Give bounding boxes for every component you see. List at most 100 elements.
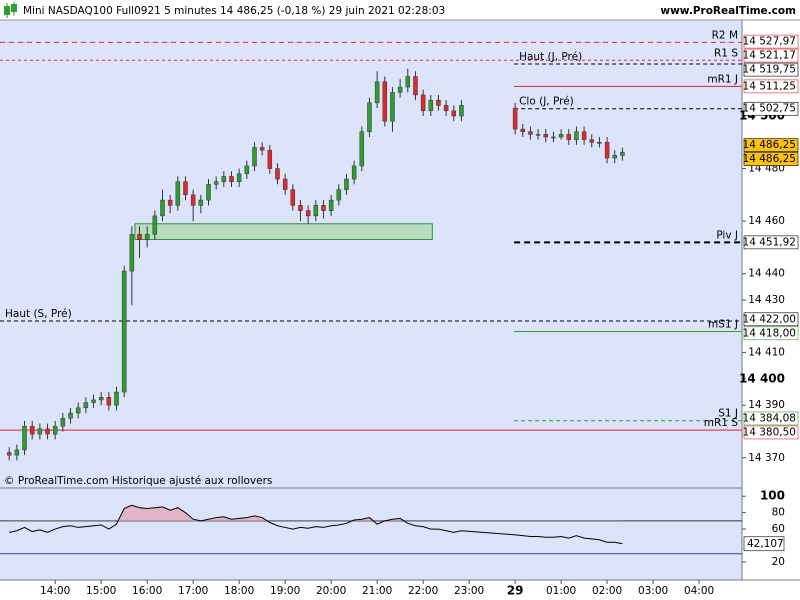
candle-body: [259, 147, 265, 151]
price-badge: 14 384,08: [743, 411, 799, 426]
candle-body: [367, 102, 372, 132]
candle-body: [313, 205, 319, 217]
y-tick-label: 80: [772, 507, 785, 519]
candle-body: [275, 168, 280, 180]
candle-body: [328, 199, 334, 211]
candle-body: [528, 131, 533, 135]
candle-body: [244, 165, 250, 175]
x-tick-label: 22:00: [408, 585, 438, 597]
badge-label: 14 380,50: [743, 426, 796, 438]
candle-body: [167, 199, 173, 206]
x-tick-label: 29: [507, 584, 524, 598]
badge-label: 14 511,25: [743, 80, 796, 92]
candle-body: [60, 418, 66, 427]
candle-body: [137, 234, 142, 240]
candle-body: [37, 428, 43, 435]
candle-body: [190, 194, 196, 206]
badge-label: 14 519,75: [743, 64, 796, 76]
level-name: R1 S: [714, 47, 738, 59]
candle-body: [114, 391, 119, 406]
badge-label: 14 451,92: [743, 236, 796, 248]
candle-body: [397, 86, 403, 93]
candle-body: [459, 105, 464, 117]
y-tick-label: 14 460: [748, 215, 785, 227]
candle-body: [428, 99, 434, 111]
x-tick-label: 03:00: [638, 585, 668, 597]
candle-body: [267, 149, 273, 169]
price-panel: [0, 20, 742, 488]
candle-body: [413, 76, 418, 96]
level-name: Haut (J, Pré): [519, 51, 582, 63]
candle-body: [198, 199, 204, 206]
candle-body: [351, 165, 357, 180]
candle-body: [290, 189, 296, 206]
badge-box: [743, 326, 799, 341]
price-badge: 14 422,00: [743, 312, 799, 327]
x-tick-label: 01:00: [546, 585, 576, 597]
candle-body: [620, 151, 625, 156]
y-tick-label: 14 390: [748, 399, 785, 411]
badge-box: [743, 62, 799, 77]
x-tick-label: 17:00: [178, 585, 208, 597]
x-tick-label: 19:00: [270, 585, 300, 597]
candle-body: [451, 110, 457, 117]
candle-body: [175, 181, 181, 206]
candle-body: [213, 181, 219, 185]
level-name: R2 M: [712, 29, 738, 41]
candle-body: [6, 452, 12, 456]
candle-body: [206, 184, 211, 201]
candle-body: [520, 128, 526, 132]
price-badge: 14 451,92: [743, 235, 799, 250]
rsi-value-label: 42,107: [747, 538, 784, 550]
price-badge: 14 418,00: [743, 326, 799, 341]
candle-body: [543, 134, 549, 138]
candle-body: [359, 131, 365, 167]
candle-body: [566, 134, 572, 140]
x-tick-label: 15:00: [86, 585, 116, 597]
badge-label: 14 384,08: [743, 412, 796, 424]
badge-box: [743, 138, 799, 152]
x-tick-label: 02:00: [592, 585, 622, 597]
rsi-line: [9, 504, 623, 545]
badge-box: [743, 312, 799, 327]
rsi-panel: [0, 488, 742, 580]
zone: [134, 223, 433, 241]
candle-body: [160, 199, 165, 217]
level-name: S1 J: [718, 408, 738, 420]
badge-box: [743, 34, 799, 49]
price-badge: 14 521,17: [743, 48, 799, 63]
site: www.ProRealTime.com: [660, 5, 796, 17]
level-name: mR1 J: [707, 73, 738, 85]
level-name: Haut (S, Pré): [5, 308, 72, 320]
candle-body: [382, 81, 388, 122]
candle-body: [390, 92, 395, 122]
badge-label: 14 486,25: [743, 139, 796, 151]
candle-body: [98, 397, 104, 401]
candle-body: [512, 107, 518, 130]
x-tick-label: 21:00: [362, 585, 392, 597]
badge-box: [743, 152, 799, 166]
candle-body: [91, 399, 96, 403]
price-badge: 14 527,97: [743, 34, 799, 49]
candle-body: [282, 178, 288, 190]
candle-body: [305, 210, 311, 217]
x-tick-label: 18:00: [224, 585, 254, 597]
y-tick-label: 20: [772, 556, 785, 568]
x-tick-label: 16:00: [132, 585, 162, 597]
candle-body: [221, 176, 227, 182]
candle-body: [612, 155, 618, 159]
candle-body: [581, 131, 587, 140]
price-badge: 14 519,75: [743, 62, 799, 77]
y-tick-label: 60: [772, 523, 785, 535]
badge-label: 14 422,00: [743, 313, 796, 325]
badge-box: [743, 79, 799, 94]
overbought-fill: [9, 505, 623, 521]
candle-body: [129, 234, 135, 272]
x-tick-label: 04:00: [684, 585, 714, 597]
candle-body: [236, 173, 242, 182]
level-name: mS1 J: [708, 319, 738, 331]
candle-body: [229, 176, 234, 182]
badge-box: [743, 411, 799, 426]
y-tick-label: 14 440: [748, 268, 785, 280]
